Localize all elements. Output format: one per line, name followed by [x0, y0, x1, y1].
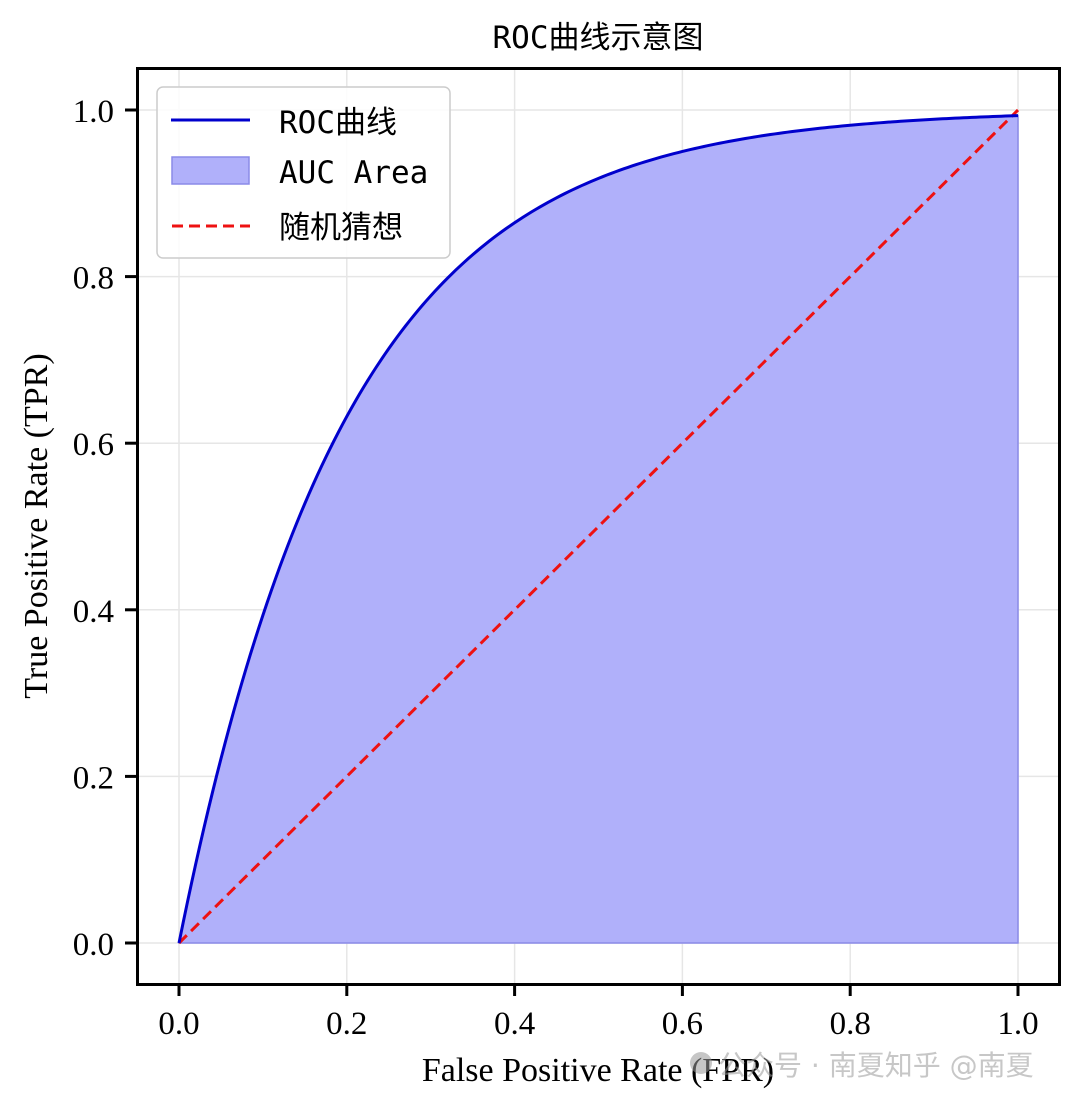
y-tick-label: 0.6	[73, 427, 114, 463]
legend: ROC曲线 AUC Area 随机猜想	[156, 86, 451, 259]
x-tick-label: 0.8	[830, 1006, 871, 1042]
legend-auc-swatch-icon	[171, 156, 250, 185]
wechat-icon	[690, 1052, 712, 1074]
y-tick-label: 0.4	[73, 594, 114, 630]
y-tick-label: 0.8	[73, 261, 114, 297]
y-axis-label: True Positive Rate (TPR)	[18, 353, 55, 698]
roc-line	[177, 114, 1019, 944]
legend-auc-label: AUC Area	[279, 155, 428, 191]
x-tick-label: 0.4	[494, 1006, 535, 1042]
legend-roc-label: ROC曲线	[279, 105, 397, 141]
chart-title: ROC曲线示意图	[493, 20, 704, 56]
y-axis-ticks: 0.0 0.2 0.4 0.6 0.8 1.0	[73, 94, 136, 963]
random-guess-line	[177, 108, 1020, 945]
y-tick-label: 0.2	[73, 760, 114, 796]
legend-item-roc: ROC曲线	[171, 105, 397, 141]
x-tick-label: 0.2	[326, 1006, 367, 1042]
random-guess-dashed	[177, 108, 1020, 945]
x-axis-ticks: 0.0 0.2 0.4 0.6 0.8 1.0	[158, 986, 1039, 1042]
roc-curve	[177, 114, 1019, 944]
x-tick-label: 1.0	[997, 1006, 1038, 1042]
watermark: 公众号 · 南夏知乎 @南夏	[690, 1049, 1034, 1082]
x-axis-label: False Positive Rate (FPR)	[422, 1052, 774, 1089]
y-tick-label: 1.0	[73, 94, 114, 130]
x-tick-label: 0.6	[662, 1006, 703, 1042]
x-tick-label: 0.0	[158, 1006, 199, 1042]
legend-item-auc: AUC Area	[171, 155, 428, 191]
y-tick-label: 0.0	[73, 927, 114, 963]
watermark-text: 公众号 · 南夏知乎 @南夏	[718, 1049, 1034, 1082]
axes-frame	[136, 67, 1061, 986]
legend-random-label: 随机猜想	[279, 210, 403, 246]
legend-item-random: 随机猜想	[172, 210, 403, 246]
